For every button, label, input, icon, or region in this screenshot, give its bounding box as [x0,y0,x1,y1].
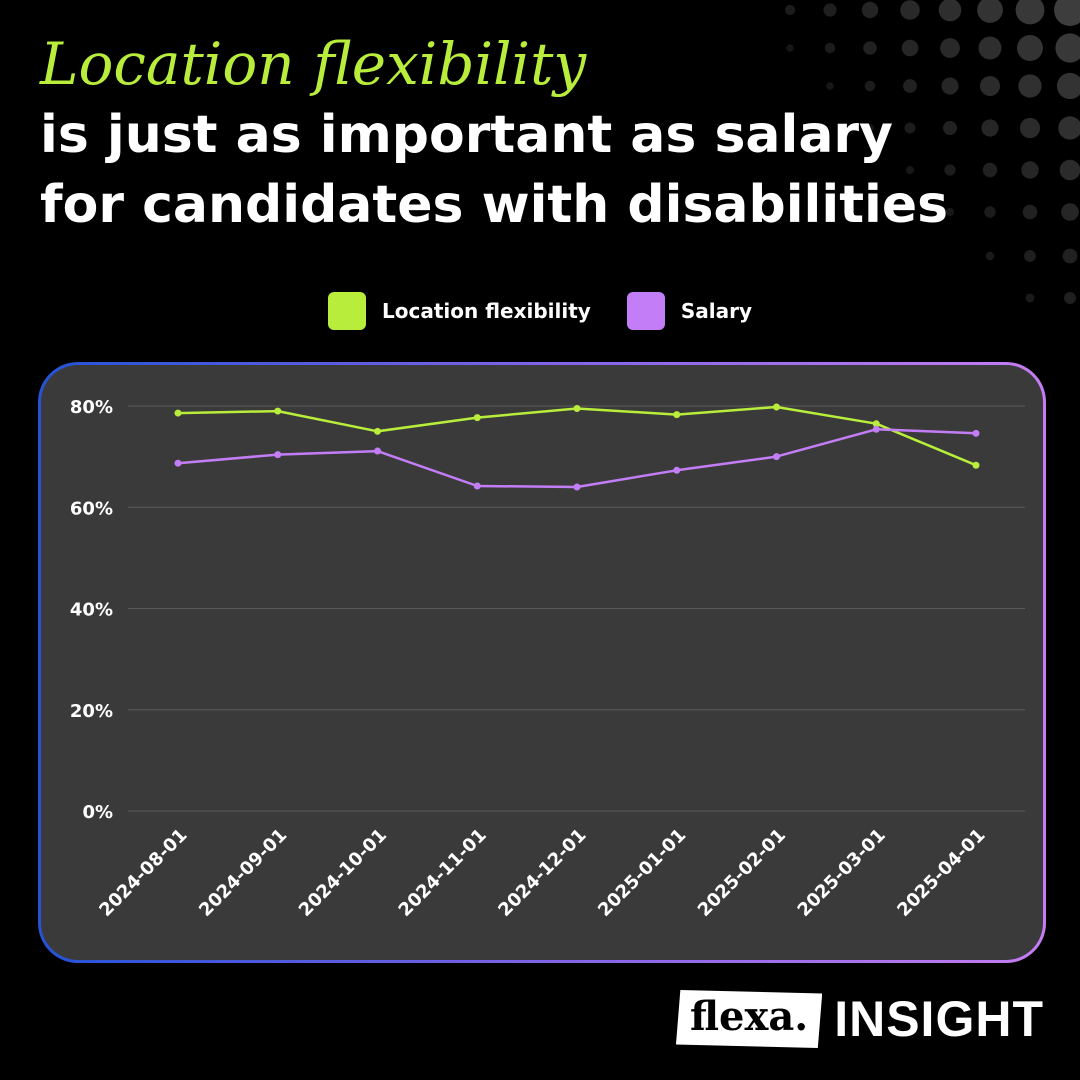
y-tick-label: 0% [82,802,113,823]
x-tick-label: 2024-11-01 [395,825,491,921]
chart-panel [41,365,1043,960]
x-tick-label: 2025-04-01 [893,825,989,921]
decorative-dot [1019,117,1041,139]
decorative-dot [786,44,794,52]
legend-label-salary: Salary [680,299,752,323]
decorative-dot [945,207,955,217]
decorative-dot [1024,250,1036,262]
x-tick-label: 2025-01-01 [594,825,690,921]
decorative-dot [826,82,834,90]
decorative-dot [1054,0,1080,26]
decorative-dot [1061,203,1079,221]
y-tick-label: 80% [70,397,113,418]
data-point [872,425,880,433]
decorative-dot [861,1,879,19]
data-point [773,403,780,411]
decorative-dot [1056,72,1080,100]
headline-accent: Location flexibility [40,30,587,98]
decorative-dot [1021,161,1039,179]
decorative-dot [1025,293,1035,303]
x-tick-label: 2024-08-01 [95,825,191,921]
decorative-dot [940,38,960,58]
x-tick-label: 2024-09-01 [195,825,291,921]
x-tick-label: 2024-10-01 [295,825,391,921]
decorative-dot [943,121,957,135]
headline-line-2: for candidates with disabilities [40,175,949,235]
decorative-dot [938,0,962,22]
decorative-dot [985,251,995,261]
decorative-dot [1055,33,1080,63]
decorative-dot [1064,292,1076,304]
chart-frame [38,362,1046,963]
decorative-dot [864,80,876,92]
y-tick-label: 60% [70,498,113,519]
decorative-dot [984,206,996,218]
headline: Location flexibility is just as importan… [40,28,1050,240]
decorative-dot [863,41,877,55]
decorative-dot [1017,35,1043,61]
decorative-dot [1058,116,1080,140]
data-point [374,427,381,435]
data-point [673,466,681,474]
brand-insight-label: INSIGHT [834,991,1044,1047]
data-point [673,411,681,419]
x-tick-label: 2024-12-01 [494,825,590,921]
decorative-dot [980,76,1000,96]
data-point [773,453,780,461]
data-point [374,447,381,455]
decorative-dot [981,119,999,137]
data-point [274,407,282,415]
data-point [872,420,880,428]
decorative-dot [977,0,1003,23]
decorative-dot [1015,0,1045,25]
decorative-dot [978,36,1002,60]
data-point [573,405,581,413]
decorative-dot [941,77,959,95]
decorative-dot [1059,159,1080,181]
data-point [473,414,481,422]
x-tick-label: 2025-03-01 [794,825,890,921]
decorative-dot [1062,248,1078,264]
data-point [573,483,581,491]
legend-item-salary: Salary [626,292,752,330]
brand: flexa. INSIGHT [675,990,1044,1048]
decorative-dot [1022,204,1038,220]
decorative-dot [784,4,796,16]
decorative-dot [1018,74,1042,98]
decorative-dot [901,39,919,57]
data-point [972,461,980,469]
series-line-location-flexibility [177,405,977,467]
decorative-dot [866,124,874,132]
series-line-salary [177,428,977,489]
decorative-dot [823,3,837,17]
legend-swatch-salary [626,292,665,330]
headline-line-1: is just as important as salary [40,105,893,165]
decorative-dot [944,164,956,176]
data-point [473,482,481,490]
decorative-dot [906,166,914,174]
data-point [174,459,182,467]
legend-swatch-location-flexibility [328,292,366,330]
legend-label-location-flexibility: Location flexibility [382,299,591,323]
decorative-dot [903,79,917,93]
data-point [972,429,980,437]
y-tick-label: 20% [70,701,113,722]
data-point [174,409,182,417]
decorative-dot [900,0,920,20]
decorative-dot [824,42,836,54]
flexa-logo: flexa. [675,990,823,1048]
decorative-dot [982,162,998,178]
y-tick-label: 40% [70,600,113,621]
decorative-dot [904,122,916,134]
data-point [274,451,282,459]
x-tick-label: 2025-02-01 [694,825,790,921]
legend-item-location-flexibility: Location flexibility [328,292,591,330]
chart-legend: Location flexibility Salary [0,292,1080,330]
